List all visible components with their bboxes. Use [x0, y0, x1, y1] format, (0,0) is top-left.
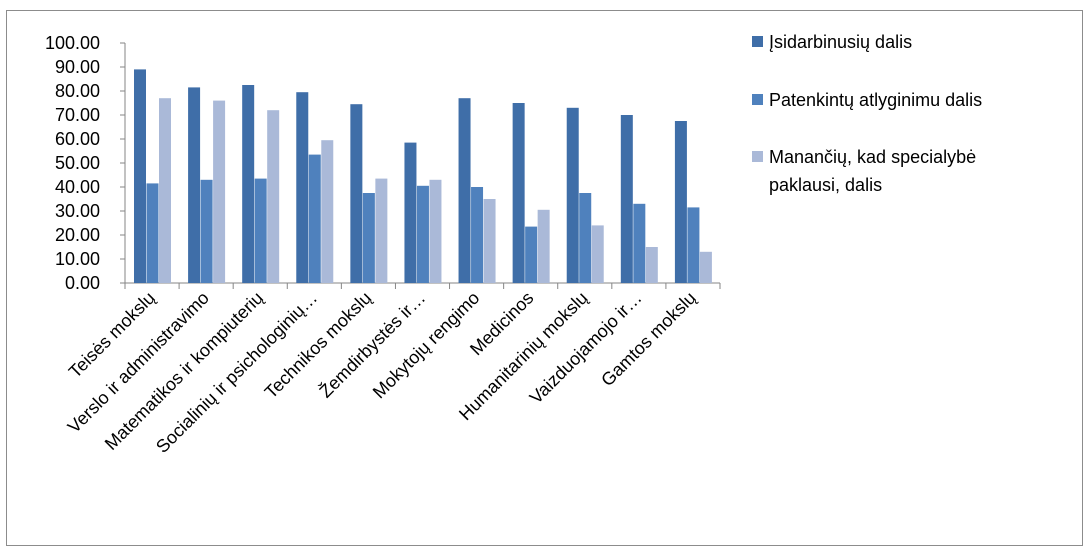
bar	[566, 107, 579, 283]
bar	[579, 193, 592, 283]
y-tick-label: 20.00	[55, 225, 100, 245]
legend-swatch	[752, 151, 763, 162]
bar	[525, 226, 538, 283]
bar	[200, 179, 213, 283]
bar	[321, 140, 334, 283]
y-tick-label: 90.00	[55, 57, 100, 77]
bar	[188, 87, 201, 284]
bar	[512, 103, 525, 283]
x-tick-label: Gamtos mokslų	[597, 288, 700, 391]
bar	[267, 110, 280, 283]
y-tick-label: 30.00	[55, 201, 100, 221]
bar	[537, 209, 550, 283]
y-tick-label: 80.00	[55, 81, 100, 101]
legend-label: Manančių, kad specialybė	[769, 147, 976, 167]
legend-swatch	[752, 36, 763, 47]
legend-label: paklausi, dalis	[769, 175, 882, 195]
bar	[674, 121, 687, 283]
bar	[429, 179, 442, 283]
y-tick-label: 100.00	[45, 33, 100, 53]
bar	[308, 154, 321, 283]
bar	[242, 85, 255, 283]
bar	[591, 225, 604, 283]
bar	[483, 199, 496, 283]
bars	[134, 69, 712, 284]
bar	[633, 203, 646, 283]
bar	[687, 207, 700, 283]
legend-label: Įsidarbinusių dalis	[769, 32, 912, 52]
bar	[362, 193, 375, 283]
axes: 0.00 10.00 20.00 30.00 40.00 50.00 60.00 70.00 8…	[45, 33, 721, 293]
legend-label: Patenkintų atlyginimu dalis	[769, 90, 982, 110]
bar	[645, 247, 658, 283]
bar	[350, 104, 363, 283]
bar	[471, 187, 484, 283]
y-tick-label: 50.00	[55, 153, 100, 173]
y-tick-label: 0.00	[65, 273, 100, 293]
legend-swatch	[752, 94, 763, 105]
y-tick-label: 40.00	[55, 177, 100, 197]
y-tick-label: 10.00	[55, 249, 100, 269]
bar	[416, 185, 429, 283]
bar	[375, 178, 388, 283]
bar	[620, 115, 633, 283]
bar	[699, 251, 712, 283]
bar	[134, 69, 146, 284]
bar	[458, 98, 471, 283]
y-tick-label: 70.00	[55, 105, 100, 125]
bar	[296, 92, 309, 283]
bar	[146, 183, 159, 283]
legend: Įsidarbinusių dalis Patenkintų atlyginimu…	[752, 32, 982, 195]
bar	[159, 98, 171, 283]
bar	[254, 178, 267, 283]
y-tick-label: 60.00	[55, 129, 100, 149]
bar	[213, 100, 226, 283]
bar	[404, 142, 417, 283]
